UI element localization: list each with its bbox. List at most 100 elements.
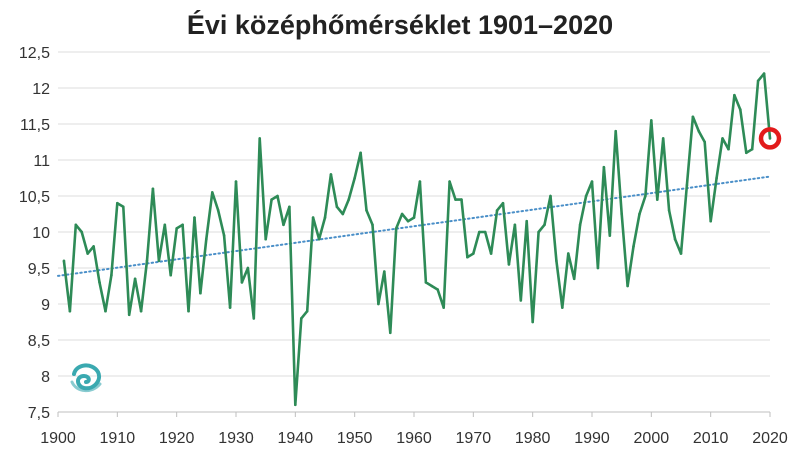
data-point — [193, 216, 196, 219]
data-point — [80, 230, 84, 234]
data-point — [685, 183, 689, 187]
data-point — [602, 165, 606, 169]
data-point — [472, 252, 475, 255]
data-point — [74, 223, 78, 227]
data-point — [418, 180, 422, 183]
data-point — [566, 252, 570, 255]
data-point — [655, 198, 659, 201]
data-point — [98, 281, 101, 284]
data-point — [139, 309, 143, 313]
data-point — [311, 216, 315, 219]
x-tick-label: 1900 — [40, 430, 76, 447]
data-point — [377, 302, 380, 306]
data-point — [549, 194, 552, 198]
x-tick-label: 1910 — [100, 430, 136, 447]
data-point — [626, 284, 629, 288]
data-point — [555, 259, 558, 263]
x-tick-label: 1990 — [574, 430, 610, 447]
data-point — [181, 223, 184, 227]
y-tick-label: 7,5 — [28, 405, 50, 422]
data-point — [329, 173, 333, 176]
data-point — [299, 317, 303, 320]
series-line — [62, 72, 772, 407]
x-tick-label: 2020 — [752, 430, 788, 447]
data-point — [614, 129, 618, 133]
x-tick-label: 2010 — [693, 430, 729, 447]
data-point — [175, 227, 178, 230]
y-tick-label: 11 — [33, 153, 50, 170]
data-point — [537, 230, 540, 234]
data-point — [442, 306, 445, 309]
data-point — [104, 309, 107, 313]
data-point — [709, 219, 712, 223]
x-tick-label: 1970 — [456, 430, 492, 447]
data-point — [270, 198, 273, 201]
trend-line — [57, 175, 771, 277]
data-point — [341, 212, 345, 216]
data-point — [234, 180, 238, 183]
data-point — [388, 331, 392, 335]
data-point — [288, 205, 291, 209]
data-point — [638, 212, 641, 216]
y-tick-label: 10 — [32, 225, 50, 242]
y-tick-label: 12 — [32, 81, 50, 98]
data-point — [561, 306, 564, 309]
data-point — [632, 245, 635, 248]
data-point — [110, 273, 113, 277]
data-point — [163, 223, 167, 227]
data-point — [335, 205, 339, 209]
data-point — [121, 205, 125, 209]
data-point — [739, 108, 742, 111]
data-point — [454, 198, 457, 201]
data-points — [62, 72, 772, 407]
data-point — [133, 277, 137, 281]
data-point — [246, 266, 250, 270]
data-point — [691, 115, 695, 119]
data-point — [264, 237, 267, 241]
data-point — [151, 187, 155, 191]
data-point — [62, 259, 66, 263]
x-tick-label: 1960 — [396, 430, 432, 447]
data-point — [145, 259, 149, 263]
data-point — [721, 137, 724, 140]
data-point — [424, 281, 428, 284]
data-point — [667, 209, 671, 212]
x-tick-label: 1930 — [218, 430, 254, 447]
data-point — [650, 119, 653, 122]
data-point — [489, 252, 493, 255]
data-point — [507, 263, 511, 266]
data-point — [86, 252, 89, 255]
chart-title: Évi középhőmérséklet 1901–2020 — [186, 10, 614, 40]
data-point — [127, 313, 131, 317]
data-point — [157, 259, 161, 263]
data-point — [584, 194, 588, 198]
data-point — [92, 245, 95, 248]
x-tick-label: 1920 — [159, 430, 195, 447]
data-point — [543, 223, 546, 227]
data-point — [519, 299, 523, 302]
data-point — [365, 209, 368, 212]
data-point — [466, 255, 469, 259]
y-tick-label: 8,5 — [28, 333, 50, 350]
data-point — [294, 403, 297, 407]
data-point — [715, 176, 718, 180]
data-point — [359, 151, 362, 155]
data-point — [436, 288, 440, 291]
data-point — [187, 309, 190, 313]
data-point — [282, 223, 285, 227]
data-point — [501, 201, 505, 205]
data-point — [228, 306, 232, 309]
x-tick-label: 1950 — [337, 430, 373, 447]
data-point — [513, 223, 517, 227]
y-axis: 7,5 8 8,5 9 9,5 10 10,5 11 11,5 12 12,5 — [19, 45, 50, 422]
data-point — [768, 137, 772, 140]
data-point — [483, 230, 487, 234]
grid-lines — [58, 51, 770, 413]
data-point — [525, 219, 529, 223]
data-point — [590, 180, 594, 183]
y-tick-label: 8 — [41, 369, 50, 386]
data-point — [477, 230, 481, 234]
spiral-wave-logo-icon — [70, 363, 102, 392]
x-tick-label: 2000 — [634, 430, 670, 447]
